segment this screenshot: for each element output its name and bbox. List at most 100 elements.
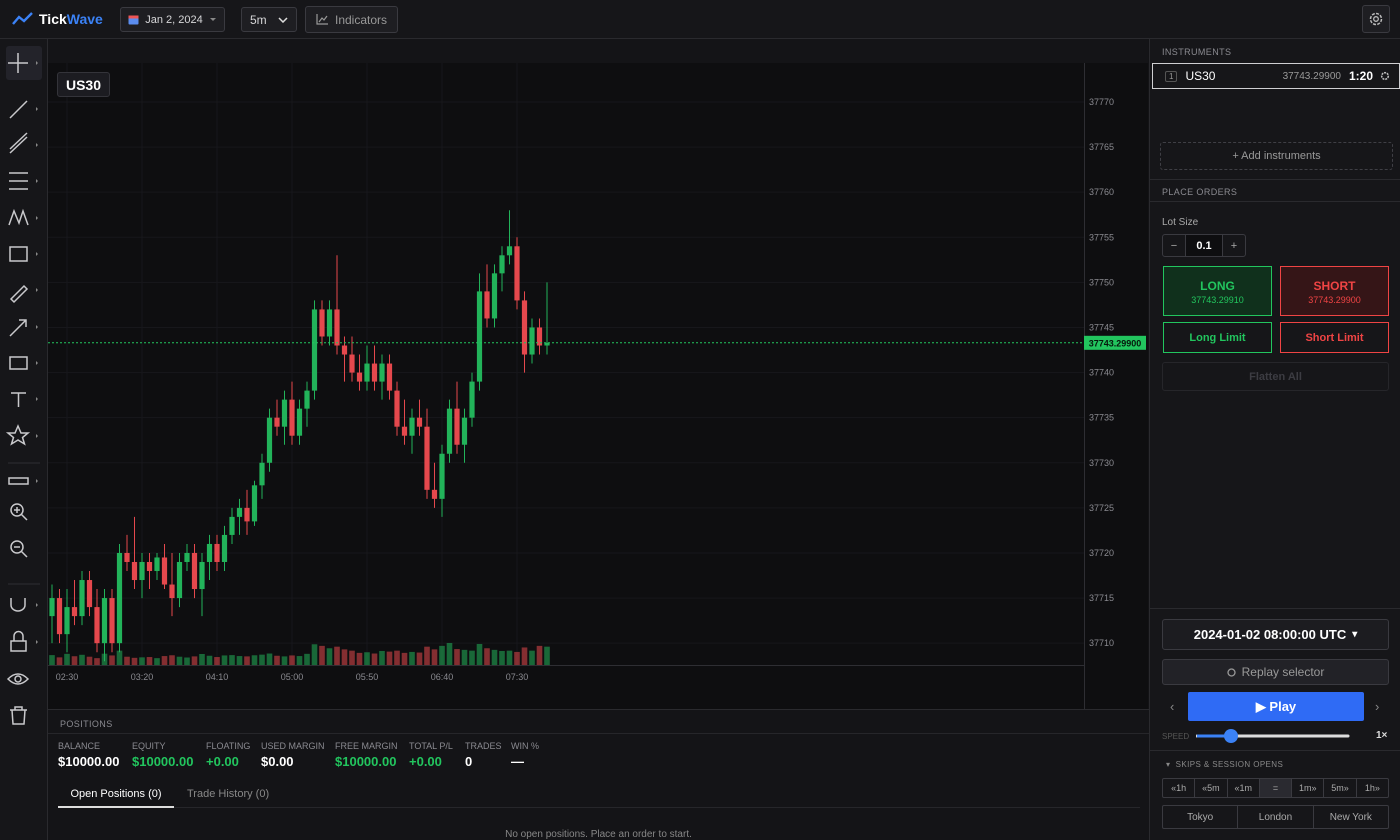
pattern-tool[interactable]	[8, 208, 29, 226]
skips-title[interactable]: ▾ SKIPS & SESSION OPENS	[1166, 760, 1284, 769]
positions-title: POSITIONS	[60, 719, 113, 729]
candle-body	[154, 557, 160, 572]
long-button[interactable]: LONG 37743.29910	[1163, 266, 1272, 316]
lot-stepper: − 0.1 +	[1162, 234, 1246, 257]
volume-bar	[161, 656, 168, 665]
candle-body	[491, 273, 498, 319]
instrument-row[interactable]: 1 US30 37743.29900 1:20	[1152, 63, 1400, 89]
lot-plus[interactable]: +	[1222, 235, 1245, 256]
line-tool[interactable]	[9, 100, 28, 119]
session-button[interactable]: New York	[1329, 811, 1372, 823]
magnet-tool[interactable]	[10, 598, 26, 612]
session-button[interactable]: London	[1238, 806, 1314, 828]
candle-body	[86, 580, 93, 608]
y-tick-label: 37765	[1089, 142, 1114, 152]
candle-body	[529, 327, 535, 355]
candle-body	[424, 426, 430, 490]
volume-bar	[214, 657, 220, 665]
skip-button[interactable]: «5m	[1195, 779, 1228, 797]
short-limit-button[interactable]: Short Limit	[1280, 322, 1389, 353]
candle-body	[184, 552, 190, 562]
next-button[interactable]: ›	[1375, 699, 1380, 714]
indicators-button[interactable]: Indicators	[305, 6, 398, 33]
skip-button[interactable]: 1h»	[1364, 783, 1380, 793]
volume-bar	[401, 652, 408, 665]
settings-button[interactable]	[1362, 5, 1390, 33]
skip-button[interactable]: 1m»	[1292, 779, 1325, 797]
volume-bar	[169, 655, 175, 665]
volume-bar	[484, 648, 490, 665]
stat-label: FLOATING	[206, 741, 251, 751]
lot-size[interactable]: 0.1	[1186, 235, 1222, 256]
y-tick-label: 37720	[1089, 548, 1114, 558]
zoom-out-tool[interactable]	[10, 540, 28, 558]
last-price-box	[1084, 335, 1146, 350]
skip-button[interactable]: «1m	[1228, 779, 1260, 797]
candle-body	[326, 309, 333, 337]
session-button[interactable]: Tokyo	[1163, 806, 1239, 828]
candle-body	[379, 363, 385, 382]
lot-minus[interactable]: −	[1163, 235, 1186, 256]
volume-bar	[131, 657, 138, 665]
volume-bar	[71, 656, 78, 665]
candle-body	[484, 291, 490, 319]
indicators-icon	[316, 14, 328, 25]
volume-bar	[116, 650, 123, 665]
arrow-tool[interactable]	[9, 319, 27, 337]
tab[interactable]: Trade History (0)	[187, 788, 270, 800]
volume-bar	[274, 655, 280, 665]
brush-tool[interactable]	[9, 284, 29, 304]
skip-button[interactable]: «1h	[1163, 779, 1196, 797]
text-tool[interactable]	[11, 392, 26, 407]
y-tick-label: 37710	[1089, 638, 1114, 648]
volume-bar	[386, 651, 393, 665]
flatten-button[interactable]: Flatten All	[1162, 362, 1389, 391]
candle-body	[161, 557, 168, 585]
candle-body	[101, 598, 108, 644]
date-picker[interactable]: Jan 2, 2024	[120, 7, 225, 32]
candle-body	[319, 309, 325, 337]
candle-body	[281, 399, 288, 427]
gear-icon[interactable]	[1380, 71, 1390, 81]
speed-slider[interactable]	[1196, 728, 1351, 744]
volume-bar	[184, 657, 190, 665]
skip-button[interactable]: =	[1259, 779, 1293, 797]
tab-active[interactable]: Open Positions (0)	[58, 788, 174, 808]
candle-body	[371, 363, 378, 382]
timeframe-select[interactable]: 5m	[241, 7, 297, 32]
y-tick-label: 37760	[1089, 187, 1114, 197]
datetime-select[interactable]: 2024-01-02 08:00:00 UTC ▾	[1162, 619, 1389, 650]
fib-tool[interactable]	[9, 172, 28, 190]
delete-tool[interactable]	[10, 706, 27, 725]
brand-a: Tick	[39, 11, 67, 27]
lock-tool[interactable]	[10, 630, 27, 652]
add-instruments[interactable]: + Add instruments	[1160, 142, 1393, 170]
candle-body	[199, 561, 205, 590]
zoom-in-tool[interactable]	[10, 503, 28, 521]
long-limit-button[interactable]: Long Limit	[1163, 322, 1272, 353]
stat-value: $10000.00	[335, 754, 397, 769]
favorite-tool[interactable]	[5, 424, 31, 446]
skip-button[interactable]: 5m»	[1324, 779, 1357, 797]
visibility-tool[interactable]	[6, 673, 30, 685]
range-tool[interactable]	[9, 246, 28, 262]
volume-bar	[544, 646, 550, 665]
channel-tool[interactable]	[9, 132, 28, 154]
volume-bar	[364, 652, 370, 665]
caret	[209, 17, 216, 21]
measure-tool[interactable]	[8, 477, 29, 485]
short-button[interactable]: SHORT 37743.29900	[1280, 266, 1389, 316]
play-button[interactable]: ▶ Play	[1188, 692, 1364, 721]
shape-tool[interactable]	[9, 356, 28, 370]
volume-bar	[529, 650, 535, 665]
crosshair-tool[interactable]	[8, 53, 28, 73]
prev-button[interactable]: ‹	[1170, 699, 1175, 714]
calendar-icon	[128, 15, 139, 25]
speed-value: 1×	[1376, 730, 1388, 741]
volume-bar	[326, 648, 333, 665]
volume-bar	[64, 653, 70, 665]
candle-body	[476, 291, 483, 382]
short-price: 37743.29900	[1308, 295, 1361, 305]
replay-selector[interactable]: Replay selector	[1162, 659, 1389, 685]
